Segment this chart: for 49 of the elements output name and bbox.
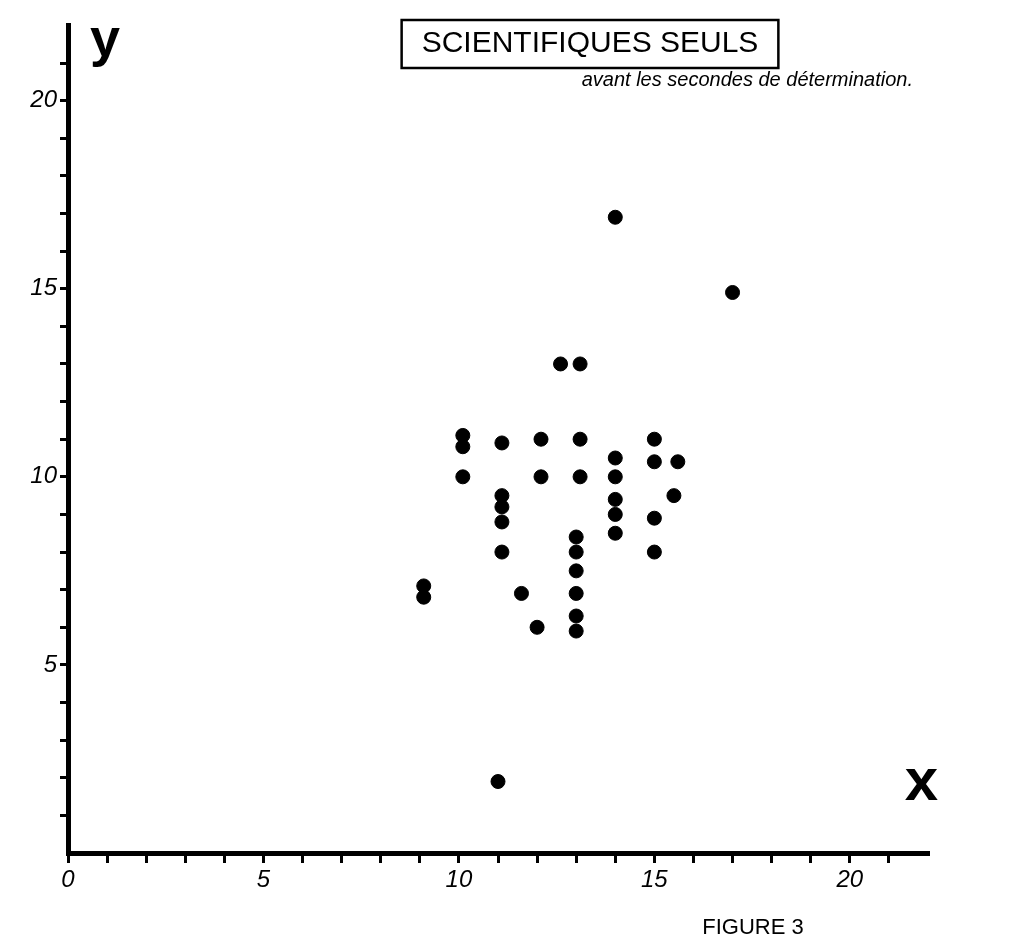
point <box>455 469 471 485</box>
point <box>494 514 510 530</box>
x-tick-label: 20 <box>835 865 864 893</box>
point <box>646 510 662 526</box>
point <box>416 589 432 605</box>
y-tick-label: 5 <box>43 649 58 677</box>
point <box>646 431 662 447</box>
chart-title: SCIENTIFIQUES SEULS <box>421 25 759 59</box>
y-tick-label: 10 <box>30 461 58 489</box>
point <box>670 454 686 470</box>
point <box>490 774 506 790</box>
point <box>572 431 588 447</box>
point <box>607 450 623 466</box>
point <box>455 439 471 455</box>
point <box>572 469 588 485</box>
point <box>568 529 584 545</box>
point <box>568 544 584 560</box>
point <box>607 469 623 485</box>
y-tick-label: 20 <box>29 85 58 113</box>
point <box>568 608 584 624</box>
text: avant les secondes de détermination. <box>581 67 913 90</box>
point <box>533 469 549 485</box>
point <box>494 435 510 451</box>
point <box>646 544 662 560</box>
x-tick-label: 15 <box>641 865 669 893</box>
point <box>666 488 682 504</box>
point <box>607 506 623 522</box>
x-axis-title: x <box>904 745 938 813</box>
point <box>553 356 569 372</box>
point <box>513 585 529 601</box>
point <box>568 563 584 579</box>
point <box>494 544 510 560</box>
point <box>607 491 623 507</box>
point <box>533 431 549 447</box>
caption: FIGURE 3 <box>702 914 804 940</box>
point <box>607 525 623 541</box>
point <box>529 619 545 635</box>
y-axis-title: y <box>90 6 121 67</box>
point <box>494 499 510 515</box>
point <box>607 209 623 225</box>
x-tick-label: 0 <box>61 865 76 893</box>
y-tick-label: 15 <box>30 273 58 301</box>
point <box>646 454 662 470</box>
point <box>568 623 584 639</box>
point <box>725 284 741 300</box>
x-tick-label: 10 <box>445 865 473 893</box>
point <box>568 585 584 601</box>
x-tick-label: 5 <box>256 865 271 893</box>
point <box>572 356 588 372</box>
